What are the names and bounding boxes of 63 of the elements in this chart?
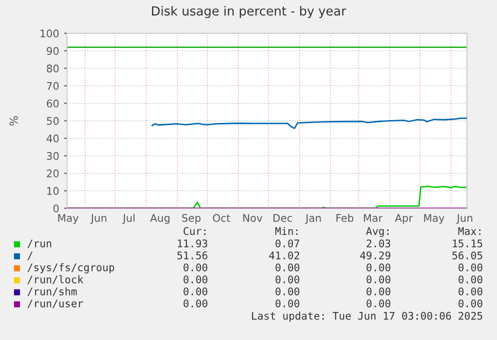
text: 0.00 xyxy=(458,287,482,296)
text: Cur: xyxy=(184,227,206,236)
y-tick-label: 70 xyxy=(46,82,59,90)
legend-label: /run/lock xyxy=(28,275,84,284)
text: 0.00 xyxy=(366,263,390,272)
x-tick-label: Jun xyxy=(90,214,106,224)
y-tick-label: 20 xyxy=(46,170,59,178)
text: 0.00 xyxy=(276,275,300,284)
y-axis-title: % xyxy=(9,116,18,126)
y-tick-label: 10 xyxy=(47,187,59,195)
x-tick-label: Oct xyxy=(212,214,230,222)
y-tick-label: 100 xyxy=(40,30,59,38)
x-tick-label: Jun xyxy=(456,214,472,224)
x-tick-label: Jul xyxy=(122,214,134,224)
text: 0.00 xyxy=(276,299,300,308)
legend-label: / xyxy=(28,252,32,260)
text: 0.00 xyxy=(366,299,390,308)
text: 0.00 xyxy=(458,263,482,272)
x-tick-label: Feb xyxy=(336,214,354,222)
text: 0.00 xyxy=(458,299,482,308)
legend-label: /run/shm xyxy=(28,287,77,296)
x-tick-label: Mar xyxy=(364,214,383,222)
x-tick-label: May xyxy=(424,214,444,224)
y-tick-label: 60 xyxy=(46,100,59,108)
text: 15.15 xyxy=(452,240,482,248)
text: Min: xyxy=(275,226,298,235)
y-tick-label: 0 xyxy=(53,204,59,212)
text: Max: xyxy=(458,227,480,236)
text: 0.00 xyxy=(184,299,208,308)
text: Last update: Tue Jun 17 03:00:06 2025 xyxy=(252,312,482,322)
x-tick-label: Sep xyxy=(182,214,201,224)
y-tick-label: 40 xyxy=(46,134,59,142)
text: 0.00 xyxy=(276,287,300,296)
legend-label: /sys/fs/cgroup xyxy=(28,263,114,274)
x-tick-label: Apr xyxy=(394,214,413,224)
text: 51.56 xyxy=(177,251,208,260)
text: 2.03 xyxy=(366,239,390,248)
text: 0.07 xyxy=(276,239,300,248)
y-tick-label: 50 xyxy=(46,117,59,125)
text: 0.00 xyxy=(276,263,300,272)
y-tick-label: 90 xyxy=(46,47,59,55)
text: 0.00 xyxy=(184,263,208,272)
text: 0.00 xyxy=(366,275,390,284)
text: 0.00 xyxy=(184,287,208,296)
text: 49.29 xyxy=(360,251,390,260)
text: 0.00 xyxy=(366,287,390,296)
x-tick-label: Dec xyxy=(273,214,292,222)
text: 56.05 xyxy=(452,251,482,260)
y-tick-label: 30 xyxy=(46,152,59,160)
legend-label: /run xyxy=(28,240,52,248)
legend-label: /run/user xyxy=(28,300,84,308)
chart-title: Disk usage in percent - by year xyxy=(152,6,346,18)
x-tick-label: Aug xyxy=(150,214,170,224)
x-tick-label: Jan xyxy=(305,214,321,224)
text: 11.93 xyxy=(178,239,208,248)
y-tick-label: 80 xyxy=(46,64,59,72)
text: 41.02 xyxy=(269,251,300,260)
text: 0.00 xyxy=(458,275,482,284)
x-tick-label: Nov xyxy=(243,214,262,222)
x-tick-label: May xyxy=(58,214,78,224)
text: 0.00 xyxy=(184,275,208,284)
line-series xyxy=(152,117,467,130)
text: Avg: xyxy=(366,227,388,238)
